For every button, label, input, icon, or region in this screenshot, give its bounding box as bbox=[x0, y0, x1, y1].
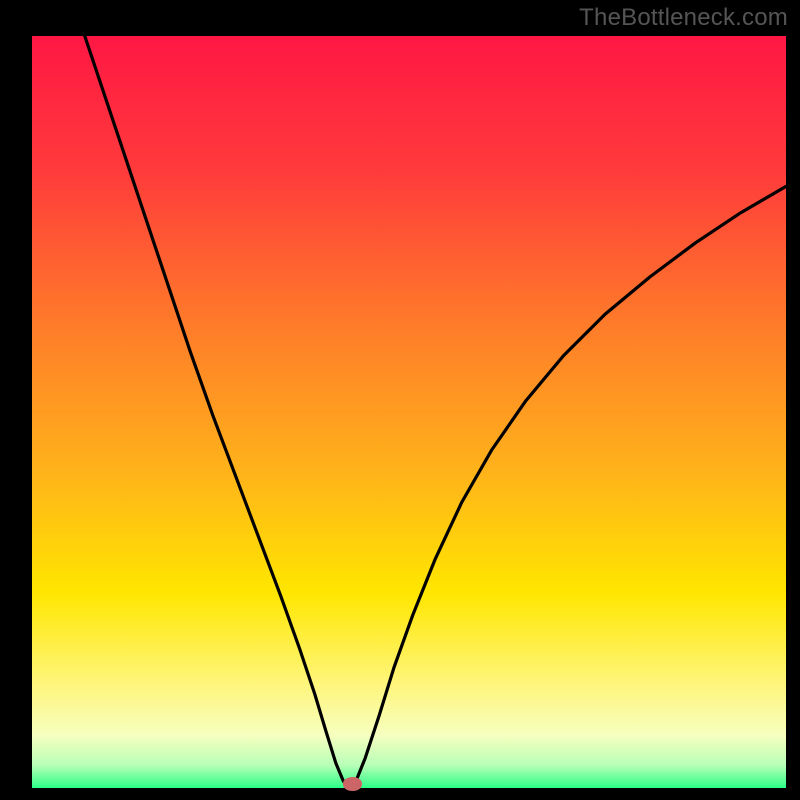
bottleneck-curve bbox=[85, 36, 786, 788]
minimum-marker bbox=[343, 777, 363, 791]
chart-container: TheBottleneck.com bbox=[0, 0, 800, 800]
watermark-text: TheBottleneck.com bbox=[579, 4, 788, 32]
curve-svg bbox=[32, 36, 786, 788]
plot-frame bbox=[32, 36, 786, 788]
